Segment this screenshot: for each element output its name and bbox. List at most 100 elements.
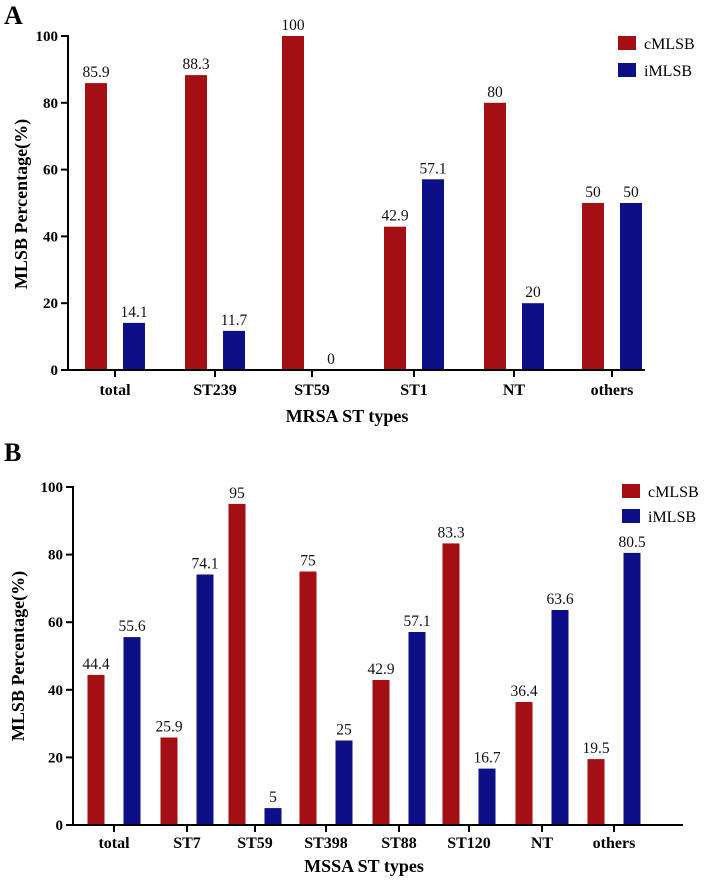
panel-b-data-label-imlsb-st398: 25 (336, 722, 352, 739)
panel-b-y-tick-label-80: 80 (48, 548, 63, 564)
panel-b-data-label-imlsb-st59: 5 (269, 789, 277, 806)
panel-b-data-label-cmlsb-st7: 25.9 (155, 719, 182, 736)
panel-b-y-tick-label-20: 20 (48, 750, 63, 766)
panel-a-x-tick-label-others: others (591, 382, 634, 399)
panel-a-data-label-cmlsb-st59: 100 (281, 17, 305, 34)
panel-b-bar-imlsb-st59 (264, 808, 282, 825)
panel-a-data-label-cmlsb-others: 50 (585, 184, 601, 201)
panel-a-bar-cmlsb-st59 (282, 36, 304, 370)
panel-a-x-tick-label-st239: ST239 (193, 382, 237, 399)
panel-a: A MLSB Percentage(%) MRSA ST types cMLSB… (4, 1, 695, 426)
panel-a-y-tick-label-100: 100 (36, 29, 59, 45)
panel-a-bar-cmlsb-nt (484, 102, 506, 371)
panel-b-bar-imlsb-st398 (335, 740, 353, 825)
panel-a-legend-label-cmlsb: cMLSB (644, 36, 695, 53)
panel-b-x-axis-title: MSSA ST types (304, 856, 424, 876)
panel-a-bar-cmlsb-st1 (384, 226, 406, 370)
panel-b-y-tick-label-40: 40 (48, 683, 63, 699)
panel-a-data-label-imlsb-st1: 57.1 (419, 160, 446, 177)
panel-a-bar-imlsb-st239 (223, 330, 245, 370)
panel-a-letter: A (4, 1, 23, 30)
panel-a-x-tick-label-st1: ST1 (400, 382, 428, 399)
panel-a-bar-imlsb-others (620, 203, 642, 370)
panel-b-bar-cmlsb-total (87, 674, 105, 825)
panel-a-x-tick-label-nt: NT (503, 382, 526, 399)
panel-b-bar-cmlsb-st7 (160, 737, 178, 825)
panel-b-data-label-cmlsb-st59: 95 (229, 485, 245, 502)
panel-b-legend-label-cmlsb: cMLSB (648, 484, 699, 501)
panel-a-y-tick-label-40: 40 (43, 229, 58, 245)
panel-a-data-label-cmlsb-st1: 42.9 (381, 208, 408, 225)
panel-b-x-tick-label-st7: ST7 (173, 835, 201, 852)
panel-a-bar-cmlsb-total (85, 83, 107, 370)
panel-a-data-label-imlsb-nt: 20 (525, 284, 541, 301)
panel-a-bar-imlsb-total (123, 322, 145, 370)
panel-a-x-tick-label-total: total (99, 382, 131, 399)
panel-b-y-axis-title: MLSB Percentage(%) (8, 571, 29, 741)
panel-b-data-label-cmlsb-st88: 42.9 (367, 661, 394, 678)
panel-a-y-tick-label-60: 60 (43, 163, 58, 179)
panel-a-legend-swatch-imlsb (618, 63, 636, 77)
panel-b-data-label-cmlsb-nt: 36.4 (510, 683, 537, 700)
panel-b-data-label-imlsb-st88: 57.1 (403, 613, 430, 630)
panel-a-data-label-cmlsb-nt: 80 (487, 84, 503, 101)
panel-b-bar-cmlsb-st88 (372, 680, 390, 825)
panel-b-bar-imlsb-total (123, 637, 141, 825)
panel-a-y-tick-label-80: 80 (43, 96, 58, 112)
panel-a-data-label-imlsb-st239: 11.7 (221, 312, 248, 329)
panel-b-data-label-imlsb-others: 80.5 (618, 534, 645, 551)
panel-b-bar-cmlsb-st398 (299, 571, 317, 825)
panel-a-legend-label-imlsb: iMLSB (644, 63, 692, 80)
panel-b-letter: B (4, 438, 21, 467)
panel-a-x-axis-title: MRSA ST types (286, 406, 409, 426)
panel-b-bar-cmlsb-others (587, 759, 605, 825)
panel-b-y-tick-label-100: 100 (41, 480, 64, 496)
panel-b-bar-imlsb-st7 (196, 574, 214, 825)
panel-b-bar-cmlsb-st59 (228, 503, 246, 825)
panel-b-y-tick-label-0: 0 (56, 818, 64, 834)
panel-b-bar-imlsb-st88 (408, 632, 426, 825)
panel-b-bar-imlsb-nt (551, 610, 569, 825)
panel-b-x-tick-label-others: others (593, 835, 636, 852)
panel-b-x-tick-label-st59: ST59 (237, 835, 273, 852)
panel-a-y-tick-label-20: 20 (43, 296, 58, 312)
panel-a-bar-cmlsb-st239 (185, 75, 207, 370)
panel-b-legend-label-imlsb: iMLSB (648, 509, 696, 526)
panel-b: B MLSB Percentage(%) MSSA ST types cMLSB… (4, 438, 699, 876)
panel-b-bar-imlsb-st120 (478, 768, 496, 825)
panel-a-data-label-imlsb-total: 14.1 (120, 304, 147, 321)
panel-b-y-tick-label-60: 60 (48, 615, 63, 631)
panel-b-x-tick-label-total: total (98, 835, 130, 852)
panel-b-data-label-cmlsb-st120: 83.3 (437, 524, 464, 541)
panel-b-data-label-cmlsb-st398: 75 (300, 553, 316, 570)
panel-b-x-tick-label-st88: ST88 (381, 835, 417, 852)
panel-b-data-label-imlsb-st120: 16.7 (473, 750, 500, 767)
panel-b-data-label-imlsb-st7: 74.1 (191, 556, 218, 573)
panel-b-data-label-imlsb-total: 55.6 (118, 618, 145, 635)
panel-a-data-label-imlsb-st59: 0 (327, 351, 335, 368)
panel-a-y-tick-label-0: 0 (51, 363, 59, 379)
panel-a-data-label-imlsb-others: 50 (623, 184, 639, 201)
panel-b-x-tick-label-st398: ST398 (304, 835, 348, 852)
panel-b-data-label-imlsb-nt: 63.6 (546, 591, 573, 608)
panel-b-plot-area: 44.4 25.9 95 75 42.9 83.3 36.4 19.5 55.6 74.1 5 25 5… (41, 480, 683, 852)
panel-b-bar-imlsb-others (623, 552, 641, 825)
panel-a-bar-cmlsb-others (582, 203, 604, 370)
panel-b-x-tick-label-nt: NT (531, 835, 554, 852)
panel-b-legend-swatch-imlsb (622, 509, 640, 523)
panel-a-bar-imlsb-nt (522, 303, 544, 370)
panel-b-legend-swatch-cmlsb (622, 484, 640, 498)
panel-b-legend: cMLSB iMLSB (622, 484, 699, 526)
panel-a-data-label-cmlsb-st239: 88.3 (182, 56, 209, 73)
panel-a-legend: cMLSB iMLSB (618, 36, 695, 80)
panel-b-bar-cmlsb-nt (515, 702, 533, 825)
panel-a-plot-area: 85.9 88.3 100 42.9 80 50 14.1 11.7 0 57.1 20 50 0 20 4… (36, 17, 645, 399)
panel-a-bar-imlsb-st1 (422, 179, 444, 370)
panel-b-bar-cmlsb-st120 (442, 543, 460, 825)
panel-a-y-axis-title: MLSB Percentage(%) (11, 119, 32, 289)
panel-a-legend-swatch-cmlsb (618, 36, 636, 50)
panel-b-data-label-cmlsb-others: 19.5 (582, 740, 609, 757)
panel-b-x-tick-label-st120: ST120 (447, 835, 491, 852)
panel-b-data-label-cmlsb-total: 44.4 (82, 656, 109, 673)
